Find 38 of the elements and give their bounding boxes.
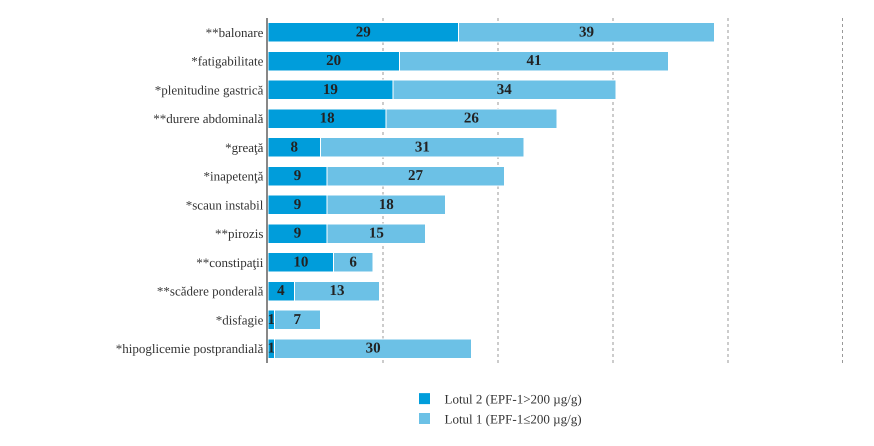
data-label: 8	[290, 139, 298, 156]
y-tick-label: *greaţă	[225, 140, 264, 155]
data-label: 34	[496, 82, 512, 98]
data-label: 19	[322, 82, 338, 98]
data-label: 29	[356, 24, 371, 40]
data-label: 7	[294, 312, 302, 328]
data-label: 20	[326, 53, 342, 70]
data-label: 9	[294, 196, 302, 213]
y-tick-label: *hipoglicemie postprandială	[116, 341, 264, 356]
y-tick-label: **durere abdominală	[153, 111, 264, 126]
data-label: 13	[329, 283, 344, 300]
y-tick-label: *scaun instabil	[186, 197, 264, 212]
data-label: 9	[294, 168, 302, 184]
data-label: 26	[464, 110, 480, 127]
data-label: 4	[277, 283, 286, 300]
y-tick-label: *disfagie	[216, 312, 264, 328]
y-tick-label: *fatigabilitate	[191, 54, 264, 69]
data-label: 6	[349, 254, 358, 270]
y-tick-label: **pirozis	[215, 226, 264, 242]
y-tick-label: **balonare	[206, 24, 264, 40]
data-label: 1	[268, 340, 276, 357]
data-label: 39	[579, 24, 594, 40]
data-label: 10	[293, 254, 308, 270]
data-label: 18	[320, 110, 335, 127]
data-label: 15	[368, 226, 384, 242]
data-label: 1	[268, 312, 276, 328]
legend-label: Lotul 2 (EPF-1>200 µg/g)	[444, 392, 582, 407]
legend-label: Lotul 1 (EPF-1≤200 µg/g)	[444, 412, 582, 427]
data-label: 31	[414, 139, 430, 156]
data-label: 18	[378, 196, 394, 213]
y-tick-label: **scădere ponderală	[156, 284, 264, 299]
data-label: 30	[366, 340, 381, 357]
y-tick-label: **constipaţii	[196, 254, 264, 270]
data-label: 9	[294, 226, 302, 242]
y-tick-label: *inapetenţă	[203, 168, 264, 184]
y-tick-label: *plenitudine gastrică	[154, 82, 264, 98]
data-label: 27	[408, 168, 424, 184]
data-label: 41	[526, 53, 542, 70]
